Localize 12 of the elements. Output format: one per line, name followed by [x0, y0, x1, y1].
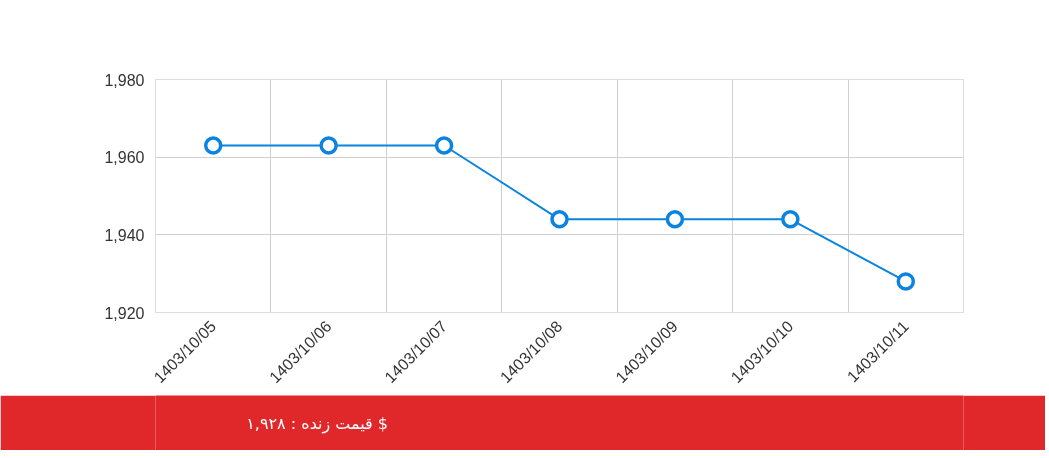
y-tick-label: 1,980 [104, 71, 145, 89]
point [203, 136, 223, 155]
y-tick-label: 1,940 [104, 226, 145, 244]
point [781, 210, 800, 229]
point [665, 210, 685, 229]
y-tick-label: 1,960 [104, 149, 145, 167]
text: قیمت زنده : ۱,۹۲۸ $ [246, 413, 388, 434]
point [319, 136, 338, 155]
point [550, 210, 569, 229]
y-tick-label: 1,920 [104, 304, 145, 322]
point [896, 272, 916, 291]
point [434, 136, 454, 155]
